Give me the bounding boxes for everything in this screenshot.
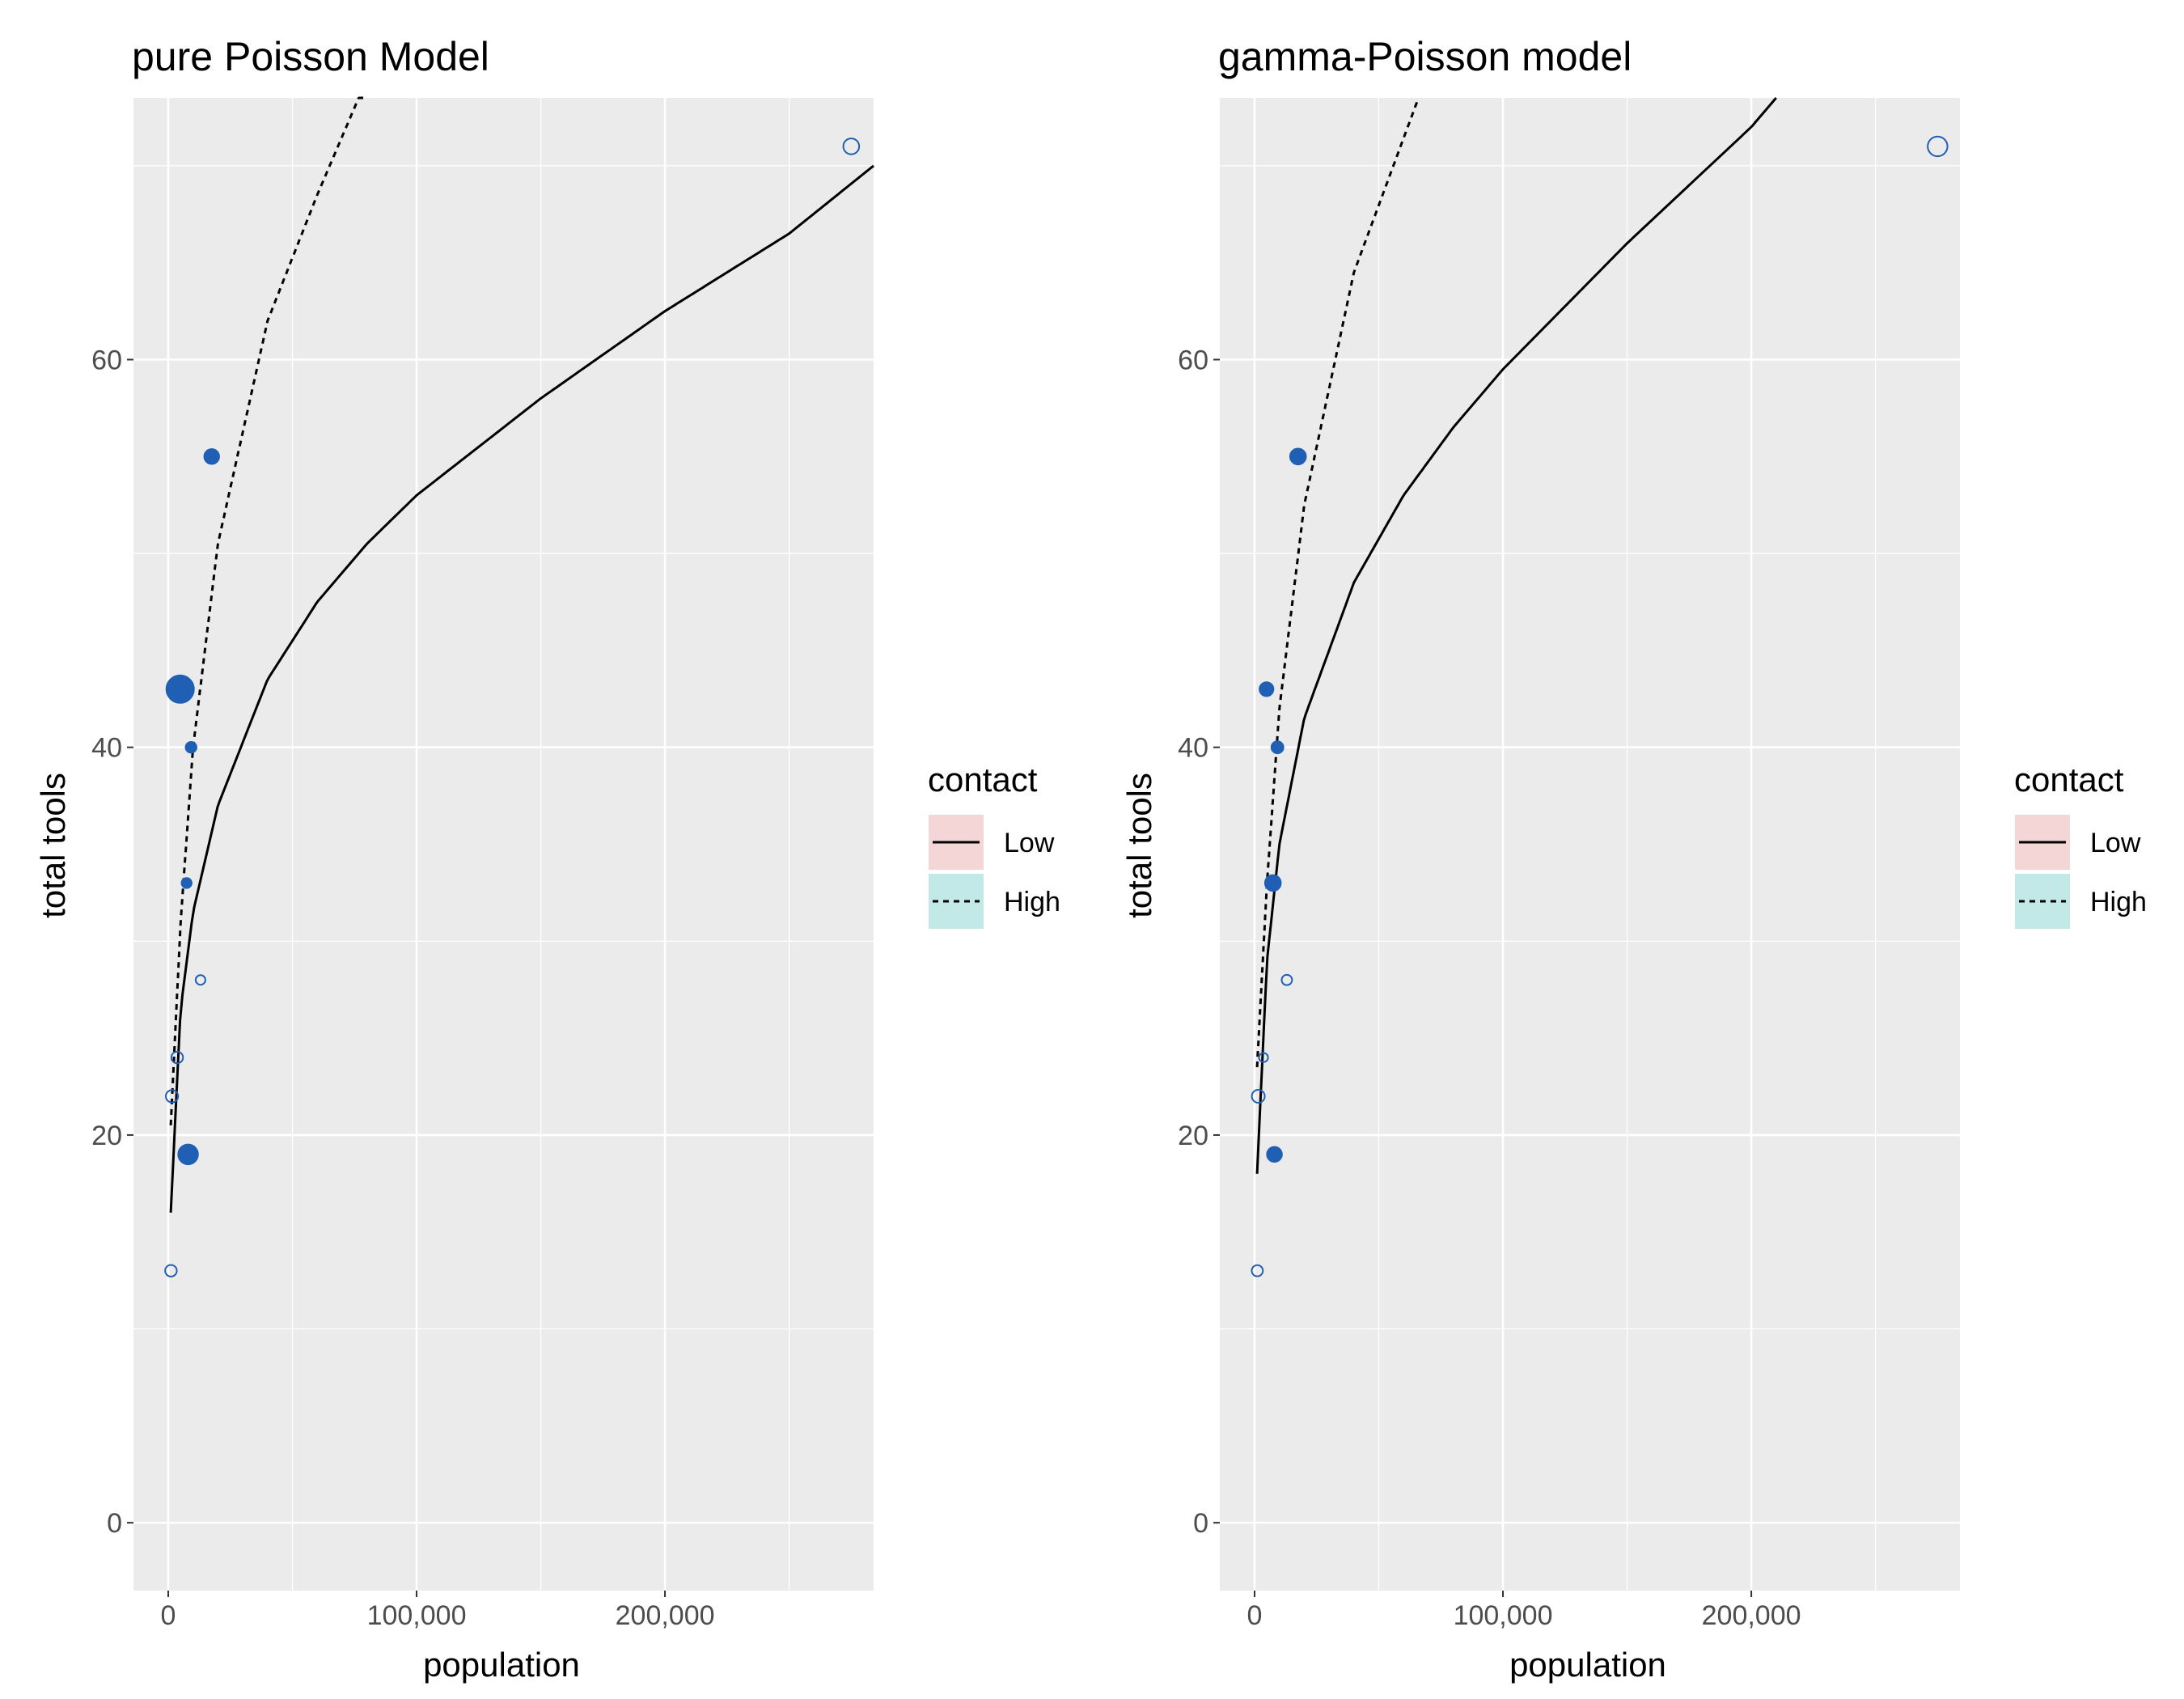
- data-point: [842, 138, 861, 155]
- data-point: [1251, 1264, 1264, 1277]
- data-point: [1280, 973, 1293, 986]
- data-point: [1289, 447, 1307, 466]
- data-point: [203, 448, 220, 465]
- x-tick-label: 200,000: [616, 1600, 715, 1631]
- x-tick-label: 100,000: [1454, 1600, 1553, 1631]
- y-tick-label: 20: [91, 1121, 122, 1151]
- data-point: [164, 1264, 178, 1277]
- y-tick-label: 0: [1193, 1508, 1208, 1539]
- panel-2-y-axis-title: total tools: [1120, 773, 1158, 918]
- y-tick-label: 40: [1178, 733, 1208, 764]
- y-tick-label: 0: [107, 1508, 122, 1539]
- panel-2-curves: [1255, 97, 1777, 1174]
- data-point: [1251, 1088, 1266, 1104]
- panel-2-y-ticks: 0 20 40 60: [1178, 345, 1220, 1539]
- panel-1-legend-title: contact: [928, 761, 1038, 799]
- panel-2-legend-label-high: High: [2090, 887, 2147, 917]
- panel-1-plot-background: [133, 98, 874, 1591]
- data-point: [1270, 740, 1285, 755]
- panel-1-legend-label-high: High: [1004, 887, 1060, 917]
- panel-2-x-axis-title: population: [1509, 1646, 1666, 1684]
- data-point: [184, 740, 197, 754]
- panel-pure-poisson: pure Poisson Model 0 100,000 200,000 0 20 40…: [34, 34, 1060, 1684]
- panel-2-legend: contact Low High: [2014, 761, 2147, 929]
- x-tick-label: 0: [1247, 1600, 1263, 1631]
- data-point: [1259, 681, 1275, 697]
- data-point: [1258, 1052, 1269, 1063]
- panel-1-curves: [169, 96, 874, 1213]
- x-tick-label: 200,000: [1702, 1600, 1801, 1631]
- curve-high: [169, 96, 367, 1125]
- panel-1-y-axis-title: total tools: [34, 773, 72, 918]
- data-point: [1263, 874, 1282, 892]
- data-point: [164, 1089, 180, 1104]
- panel-2-legend-title: contact: [2014, 761, 2124, 799]
- panel-1-legend-label-low: Low: [1004, 828, 1055, 858]
- data-point: [1927, 135, 1949, 158]
- panel-2-gridlines: [1220, 98, 1960, 1591]
- data-point: [165, 674, 195, 704]
- data-point: [177, 1143, 199, 1166]
- curve-low: [1255, 97, 1777, 1174]
- panel-2-plot-background: [1220, 98, 1960, 1591]
- panel-2-points: [1251, 135, 1949, 1277]
- panel-1-y-ticks: 0 20 40 60: [91, 345, 133, 1539]
- x-tick-label: 100,000: [367, 1600, 467, 1631]
- y-tick-label: 60: [1178, 345, 1208, 375]
- panel-1-gridlines: [133, 98, 874, 1591]
- data-point: [180, 877, 193, 889]
- panel-1-title: pure Poisson Model: [132, 34, 489, 79]
- y-tick-label: 60: [91, 345, 122, 375]
- x-tick-label: 0: [161, 1600, 176, 1631]
- panel-1-x-ticks: 0 100,000 200,000: [161, 1591, 715, 1631]
- panel-gamma-poisson: gamma-Poisson model 0 100,000 200,000 0 20 4…: [1120, 34, 2147, 1684]
- panel-2-x-ticks: 0 100,000 200,000: [1247, 1591, 1801, 1631]
- data-point: [1266, 1146, 1283, 1163]
- panel-1-x-axis-title: population: [423, 1646, 580, 1684]
- data-point: [170, 1050, 184, 1065]
- y-tick-label: 20: [1178, 1121, 1208, 1151]
- curve-low: [169, 164, 874, 1213]
- panel-1-points: [164, 138, 861, 1277]
- panel-2-title: gamma-Poisson model: [1218, 34, 1632, 79]
- y-tick-label: 40: [91, 733, 122, 764]
- data-point: [194, 974, 206, 986]
- panel-2-legend-label-low: Low: [2090, 828, 2141, 858]
- panel-1-legend: contact Low High: [928, 761, 1060, 929]
